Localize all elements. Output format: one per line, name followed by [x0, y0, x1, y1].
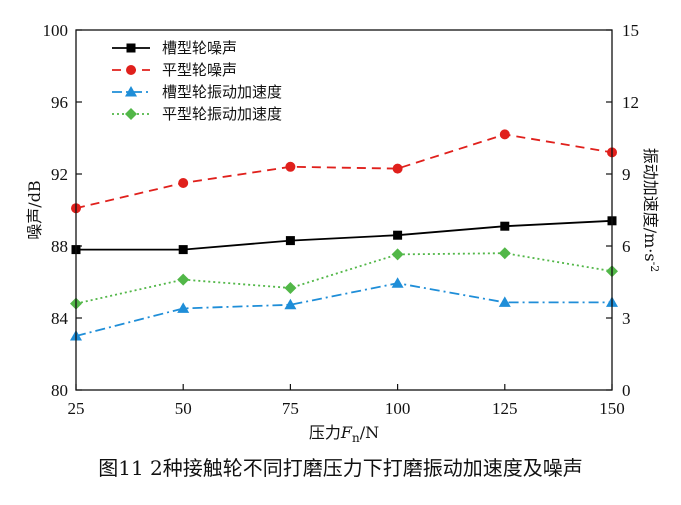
series-3-point	[284, 298, 297, 310]
series-3-line	[75, 282, 612, 337]
y-left-tick-label: 84	[51, 309, 69, 328]
series-1-point	[178, 245, 188, 255]
series-2-point	[178, 178, 189, 188]
series-3-point	[177, 302, 190, 313]
chart: 25 50 75 100 125 150 80 84 88 92 96 100 0 3 6 9 12 15 槽型轮…	[25, 21, 661, 445]
legend-marker-1	[126, 43, 136, 53]
series-4-point	[284, 282, 297, 294]
y-axis-right-title: 振动加速度/m·s-2	[641, 148, 661, 273]
series-4-point	[177, 273, 190, 286]
legend-label-3: 槽型轮振动加速度	[162, 83, 282, 101]
legend-label-4: 平型轮振动加速度	[162, 105, 282, 123]
series-2-point	[499, 129, 510, 140]
x-axis-title-variable: F	[340, 423, 353, 442]
series-1-point	[393, 230, 403, 240]
y-right-tick-label: 3	[622, 309, 631, 328]
series-2	[71, 129, 617, 214]
series-3-point	[498, 296, 511, 307]
tick-marks	[75, 29, 613, 391]
figure-caption: 图11 2种接触轮不同打磨压力下打磨振动加速度及噪声	[98, 456, 583, 480]
y-right-tick-label: 12	[622, 93, 639, 112]
y-right-tick-label: 15	[622, 21, 639, 40]
y-axis-right-title-exponent: -2	[648, 262, 661, 273]
x-axis-title: 压力Fn/N	[309, 423, 379, 445]
series-1-line	[76, 219, 613, 251]
y-right-tick-label: 0	[622, 381, 631, 400]
series-2-point	[392, 163, 403, 174]
y-left-tick-label: 96	[51, 93, 68, 112]
tick-labels: 25 50 75 100 125 150 80 84 88 92 96 100 0 3 6 9 12 15	[43, 21, 640, 418]
series-2-line	[75, 133, 613, 210]
plot-frame	[75, 29, 613, 391]
series-3-point	[391, 277, 404, 288]
series-1	[71, 216, 617, 255]
series-4-point	[498, 247, 511, 260]
series-2-point	[285, 161, 296, 172]
legend-marker-4	[125, 108, 137, 120]
series-4-line	[75, 252, 613, 305]
legend-marker-3	[125, 86, 137, 97]
x-tick-label: 50	[175, 399, 192, 418]
x-tick-label: 150	[599, 399, 625, 418]
y-left-tick-label: 100	[43, 21, 69, 40]
y-right-tick-label: 6	[622, 237, 631, 256]
y-right-tick-label: 9	[622, 165, 631, 184]
y-left-tick-label: 80	[51, 381, 68, 400]
series-4-point	[391, 248, 404, 261]
y-left-tick-label: 92	[51, 165, 68, 184]
series-4	[70, 247, 618, 310]
x-tick-label: 25	[68, 399, 85, 418]
series-1-point	[285, 236, 295, 246]
legend-label-1: 槽型轮噪声	[162, 39, 237, 57]
legend-marker-2	[126, 65, 136, 75]
series-layer	[70, 129, 618, 341]
x-tick-label: 100	[385, 399, 411, 418]
x-axis-title-subscript: n	[352, 431, 360, 445]
y-axis-left-title: 噪声/dB	[25, 180, 44, 239]
x-axis-title-main: 压力	[309, 423, 341, 442]
x-axis-title-unit: /N	[360, 423, 379, 442]
series-1-point	[500, 221, 510, 231]
y-axis-right-title-main: 振动加速度/m·s	[641, 148, 660, 262]
x-tick-label: 125	[492, 399, 518, 418]
x-tick-label: 75	[282, 399, 299, 418]
series-3	[70, 277, 618, 341]
legend-label-2: 平型轮噪声	[162, 61, 237, 79]
y-left-tick-label: 88	[51, 237, 68, 256]
